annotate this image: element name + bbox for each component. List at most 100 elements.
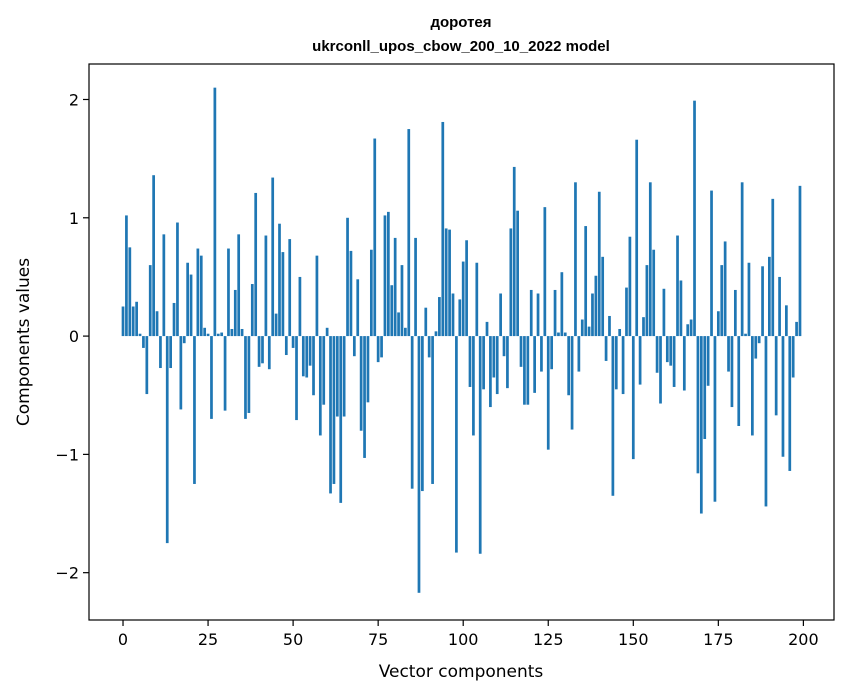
bar xyxy=(400,265,404,337)
bar xyxy=(778,276,781,337)
bar xyxy=(659,336,662,404)
bar xyxy=(502,336,506,357)
bar xyxy=(186,262,190,337)
bar xyxy=(475,262,479,337)
bar xyxy=(193,336,196,484)
bar xyxy=(699,336,703,514)
bar xyxy=(288,239,292,337)
bar xyxy=(557,332,560,337)
bar xyxy=(233,289,237,337)
bar xyxy=(652,249,656,337)
bar xyxy=(203,327,207,337)
bar xyxy=(230,328,234,337)
bar xyxy=(703,336,707,440)
bar xyxy=(162,234,166,337)
bar xyxy=(427,336,431,358)
bar xyxy=(628,236,632,337)
bar xyxy=(131,306,135,337)
bar xyxy=(625,287,628,337)
bar xyxy=(142,336,145,348)
bar xyxy=(434,331,438,337)
bar xyxy=(397,312,400,337)
bar xyxy=(540,336,543,372)
x-tick-label: 0 xyxy=(118,630,128,649)
bar xyxy=(495,336,499,395)
bar xyxy=(781,336,785,457)
bar xyxy=(754,336,758,359)
y-tick-label: 1 xyxy=(69,209,79,228)
bar xyxy=(346,217,349,337)
bar xyxy=(404,327,407,337)
bar xyxy=(560,272,564,337)
bar xyxy=(795,321,798,337)
bar xyxy=(574,182,577,337)
bar xyxy=(744,333,747,337)
bar xyxy=(172,302,176,337)
bar xyxy=(601,256,605,337)
bar xyxy=(546,336,550,450)
bar xyxy=(642,317,645,337)
bar xyxy=(584,226,588,337)
x-tick-label: 175 xyxy=(703,630,734,649)
bar xyxy=(329,336,332,494)
bar xyxy=(669,336,673,366)
bar xyxy=(176,222,179,337)
bar xyxy=(761,266,764,337)
bar xyxy=(662,288,666,337)
bar xyxy=(410,336,414,489)
bar xyxy=(580,319,584,337)
bar xyxy=(121,306,125,337)
bar xyxy=(264,235,268,337)
bar xyxy=(237,234,241,337)
bar xyxy=(281,252,285,337)
bar xyxy=(274,313,278,337)
bar xyxy=(798,185,802,337)
y-tick-label: −2 xyxy=(55,564,79,583)
bar xyxy=(550,336,554,370)
bar xyxy=(791,336,795,378)
bar xyxy=(210,336,213,419)
bar xyxy=(567,336,571,396)
bar xyxy=(679,280,683,337)
bar xyxy=(271,177,275,337)
bar xyxy=(284,336,288,356)
bar xyxy=(563,332,567,337)
bar xyxy=(751,336,754,436)
bar xyxy=(390,285,394,337)
y-tick-label: −1 xyxy=(55,445,79,464)
bar xyxy=(461,261,465,337)
bar xyxy=(723,241,727,337)
x-axis-ticks: 0 25 50 75 100 125 150 175 200 xyxy=(118,620,819,649)
bar xyxy=(604,336,608,361)
bar xyxy=(227,248,230,337)
bar xyxy=(713,336,717,502)
bar xyxy=(291,336,295,348)
bar xyxy=(223,336,227,411)
bar xyxy=(366,336,370,403)
bar xyxy=(693,100,696,337)
bar xyxy=(189,274,193,337)
bar xyxy=(383,215,387,337)
bar xyxy=(716,311,720,337)
bar xyxy=(196,248,200,337)
bar xyxy=(730,336,734,408)
bar xyxy=(278,223,281,337)
bar-series xyxy=(121,87,802,593)
bar xyxy=(393,237,397,337)
x-tick-label: 25 xyxy=(198,630,218,649)
bar xyxy=(774,336,778,416)
bar xyxy=(431,336,434,484)
bar xyxy=(655,336,659,373)
bar xyxy=(145,336,149,395)
y-tick-label: 2 xyxy=(69,90,79,109)
bar xyxy=(342,336,346,417)
chart-title-line-2: ukrconll_upos_cbow_200_10_2022 model xyxy=(312,38,610,55)
bar xyxy=(438,297,441,337)
bar xyxy=(512,166,516,337)
x-axis-label: Vector components xyxy=(379,662,544,682)
bar xyxy=(373,138,377,337)
bar xyxy=(682,336,686,391)
bar xyxy=(577,336,581,372)
y-tick-label: 0 xyxy=(69,327,79,346)
